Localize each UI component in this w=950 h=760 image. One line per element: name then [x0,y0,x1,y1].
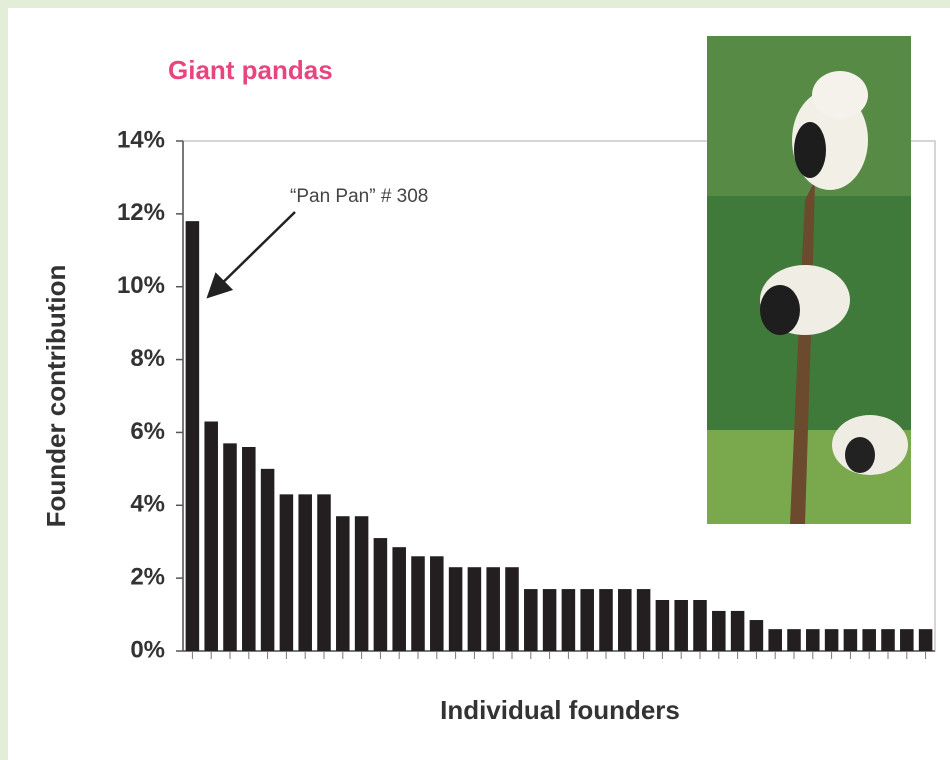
bar [806,629,820,651]
bar [467,567,482,651]
bar [730,610,745,651]
y-tick-label: 12% [117,199,165,226]
y-tick-label: 2% [130,563,165,590]
x-axis-label: Individual founders [440,695,680,725]
bar [354,516,369,651]
bar [674,600,688,651]
y-axis-label: Founder contribution [41,265,71,528]
bar [712,610,726,651]
bar [542,589,557,651]
bar [580,589,594,651]
y-tick-label: 6% [130,418,165,445]
bar [392,547,406,651]
bar [486,567,500,651]
bar [693,600,707,651]
y-tick-label: 4% [130,491,165,518]
y-tick-label: 10% [117,272,165,299]
bar [655,600,670,651]
bar [918,629,933,651]
bar [843,629,858,651]
bar [298,494,312,651]
bar [279,494,294,651]
photo [707,36,911,524]
bar [618,589,632,651]
bar [900,629,914,651]
y-tick-label: 8% [130,345,165,372]
annotation-arrow [206,211,296,299]
bar [599,589,613,651]
bar [768,629,782,651]
bar [373,538,388,651]
bar [505,567,519,651]
y-tick-label: 0% [130,636,165,663]
bar [204,421,218,651]
bar [260,468,275,651]
bar [636,589,651,651]
bar [881,629,895,651]
bar [749,620,764,651]
bar [317,494,331,651]
bar [411,556,425,651]
bar [185,221,200,651]
bar [430,556,444,651]
bar [336,516,350,651]
bar [524,589,538,651]
bar [223,443,237,651]
bar [824,629,839,651]
annotation: “Pan Pan” # 308 [290,186,428,207]
bar [862,629,876,651]
bar [242,447,256,651]
bar [561,589,576,651]
bar [787,629,801,651]
bar [448,567,463,651]
y-tick-label: 14% [117,126,165,153]
chart-title: Giant pandas [168,55,333,85]
